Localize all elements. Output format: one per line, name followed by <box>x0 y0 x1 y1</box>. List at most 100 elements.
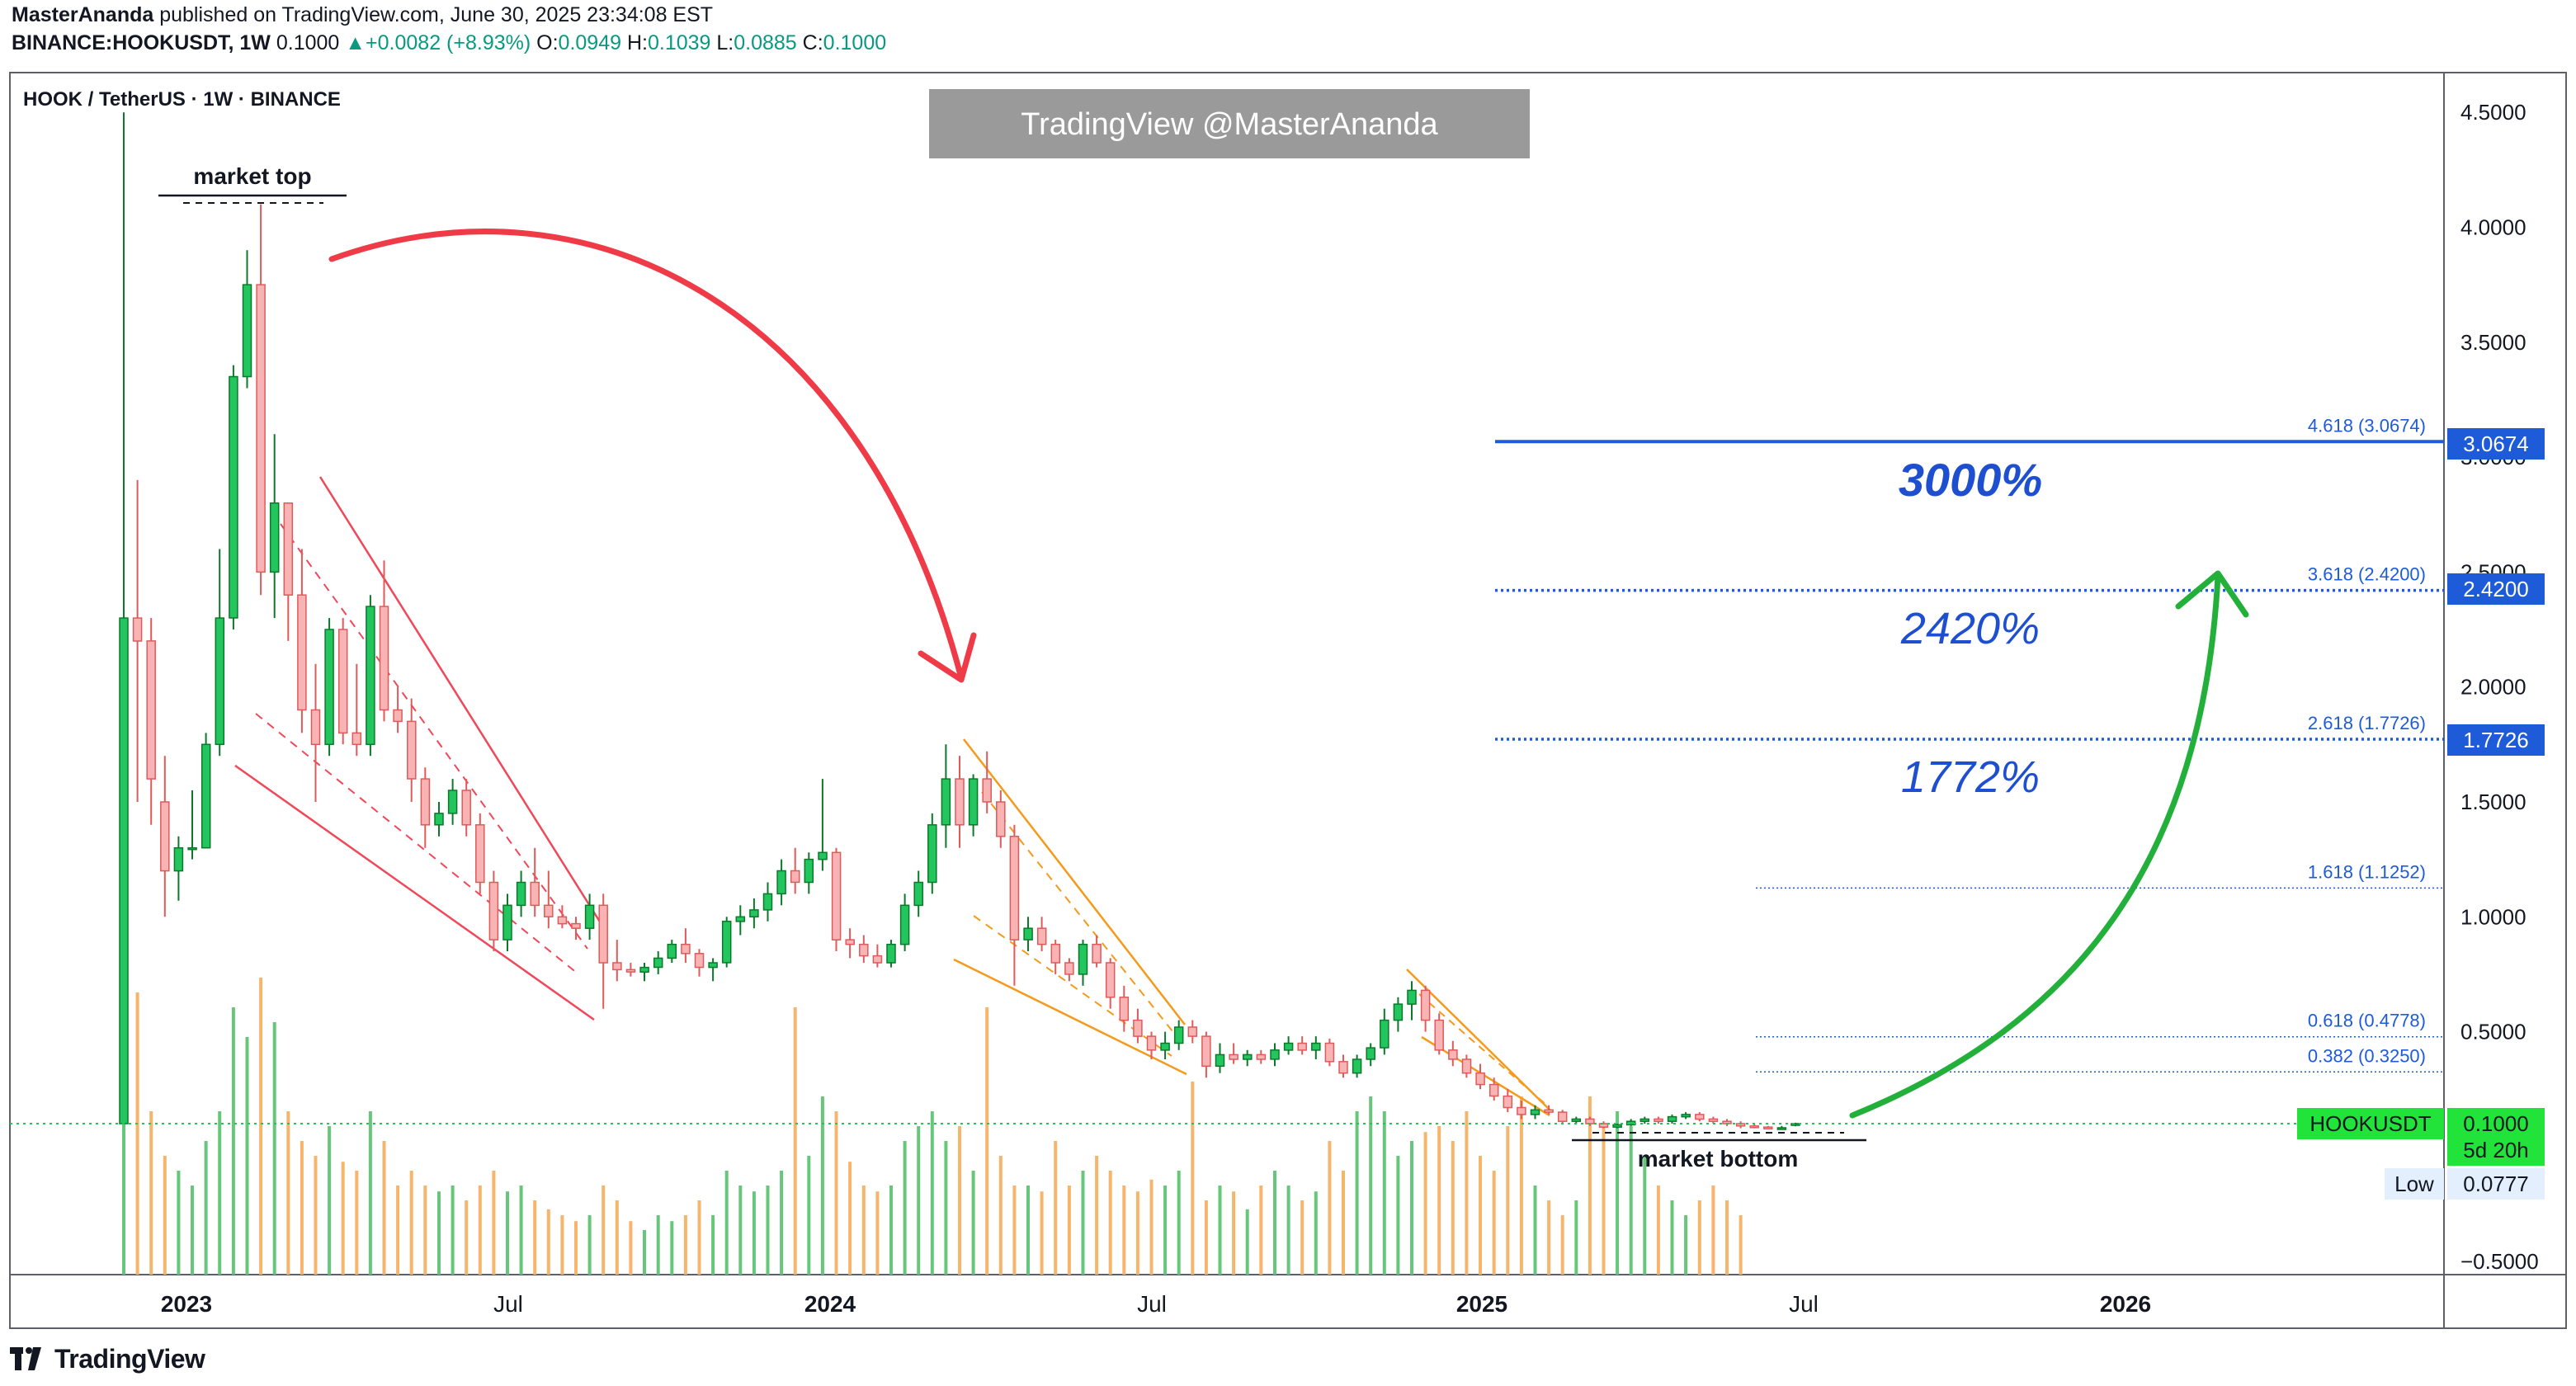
author-name[interactable]: MasterAnanda <box>12 3 154 26</box>
candle <box>1489 1077 1499 1101</box>
candle <box>1229 1043 1238 1064</box>
volume-bar <box>1314 1191 1318 1275</box>
price-axis[interactable]: 4.50004.00003.50003.00002.50002.00001.50… <box>2460 100 2539 1274</box>
candle <box>1571 1116 1582 1124</box>
candle-body-down <box>283 502 294 596</box>
publication-info: MasterAnanda published on TradingView.co… <box>12 3 713 27</box>
volume-bar <box>506 1191 509 1275</box>
volume-bar <box>1204 1200 1208 1275</box>
candle-body-down <box>1544 1109 1554 1113</box>
candle <box>1201 1031 1211 1078</box>
candle-body-down <box>1009 836 1020 940</box>
wedge-red-lower <box>234 764 595 1021</box>
volume-bar <box>204 1141 208 1275</box>
candle-body-down <box>475 824 485 884</box>
candle-body-up <box>913 881 923 907</box>
candle-body-down <box>859 943 869 957</box>
candle-body-up <box>1393 1003 1404 1021</box>
fib-level-label: 2.618 (1.7726) <box>2308 713 2426 733</box>
candle-body-down <box>1517 1106 1526 1115</box>
candle-body-up <box>1681 1114 1691 1118</box>
candle-body-down <box>1133 1019 1143 1037</box>
candle-body-up <box>749 909 759 918</box>
time-tick-label: 2026 <box>2100 1291 2151 1317</box>
candle-body-up <box>667 943 677 959</box>
candle-body-down <box>530 881 540 907</box>
candle-body-down <box>1201 1035 1211 1068</box>
candle <box>1776 1125 1787 1130</box>
volume-bar <box>478 1186 482 1275</box>
candle <box>173 836 184 901</box>
candle <box>735 905 746 936</box>
candle <box>913 870 923 917</box>
candle-body-up <box>187 846 197 851</box>
candle <box>1639 1116 1650 1124</box>
volume-bar <box>807 1156 811 1275</box>
candle-body-up <box>1667 1115 1677 1122</box>
candle <box>708 958 718 982</box>
candle-body-down <box>1695 1114 1705 1120</box>
volume-bar <box>875 1191 880 1275</box>
candle-body-down <box>1654 1118 1663 1122</box>
volume-bar <box>423 1186 427 1275</box>
candle-body-up <box>818 851 828 860</box>
candle-body-down <box>1092 943 1102 964</box>
volume-bar <box>396 1186 400 1275</box>
candle <box>1763 1125 1773 1129</box>
candle <box>379 560 389 722</box>
candle-body-up <box>721 921 732 964</box>
candle-body-down <box>1146 1035 1157 1051</box>
volume-bar <box>1218 1186 1222 1275</box>
candle-body-up <box>776 870 786 895</box>
candle-body-up <box>324 629 334 746</box>
candle-body-up <box>119 617 129 1124</box>
candle-body-up <box>653 957 663 969</box>
candle-body-down <box>694 953 705 969</box>
time-tick-label: Jul <box>493 1291 523 1317</box>
tradingview-logo[interactable]: TradingView <box>10 1342 205 1375</box>
volume-bar <box>1342 1171 1345 1275</box>
candle <box>1530 1105 1540 1120</box>
open-value: 0.0949 <box>558 31 622 54</box>
candle-body-down <box>461 790 471 826</box>
candle <box>1448 1040 1458 1067</box>
volume-bar <box>286 1111 290 1275</box>
watermark-text: TradingView @MasterAnanda <box>1021 107 1438 142</box>
candle <box>804 852 814 894</box>
published-text: published on TradingView.com, June 30, 2… <box>159 3 714 26</box>
candle <box>544 870 554 929</box>
candle-body-down <box>1420 989 1431 1021</box>
volume-bar <box>1479 1156 1482 1275</box>
candle-body-up <box>1283 1042 1294 1051</box>
candle <box>1517 1101 1526 1120</box>
candle <box>790 847 800 894</box>
volume-bar <box>177 1171 181 1275</box>
candle <box>1119 985 1130 1032</box>
volume-bar <box>1670 1200 1674 1275</box>
candle <box>447 779 458 825</box>
candle-body-down <box>1297 1042 1307 1051</box>
volume-bar <box>1396 1156 1400 1275</box>
time-axis[interactable]: 2023 Jul 2024 Jul 2025 Jul 2026 <box>161 1291 2151 1317</box>
volume-bar <box>546 1209 550 1275</box>
wedge-red-mid-lower <box>255 713 578 974</box>
volume-bar <box>1423 1132 1427 1275</box>
price-tick-label: 4.0000 <box>2460 215 2526 240</box>
volume-bar <box>1643 1156 1647 1275</box>
volume-bar <box>1081 1171 1085 1275</box>
candle-body-down <box>351 732 362 746</box>
candle-body-down <box>1064 962 1074 975</box>
candle-body-up <box>1352 1058 1362 1074</box>
candle <box>1133 1008 1143 1044</box>
candle <box>1393 997 1404 1032</box>
volume-bar <box>834 1111 838 1275</box>
candle <box>968 774 979 837</box>
candle <box>1461 1054 1472 1078</box>
volume-bar <box>587 1215 592 1275</box>
candle <box>146 618 156 825</box>
low-label-text: Low <box>2394 1172 2434 1196</box>
candle-body-down <box>1119 997 1130 1021</box>
symbol-name[interactable]: BINANCE:HOOKUSDT, 1W <box>12 31 271 54</box>
volume-bar <box>1684 1215 1688 1275</box>
